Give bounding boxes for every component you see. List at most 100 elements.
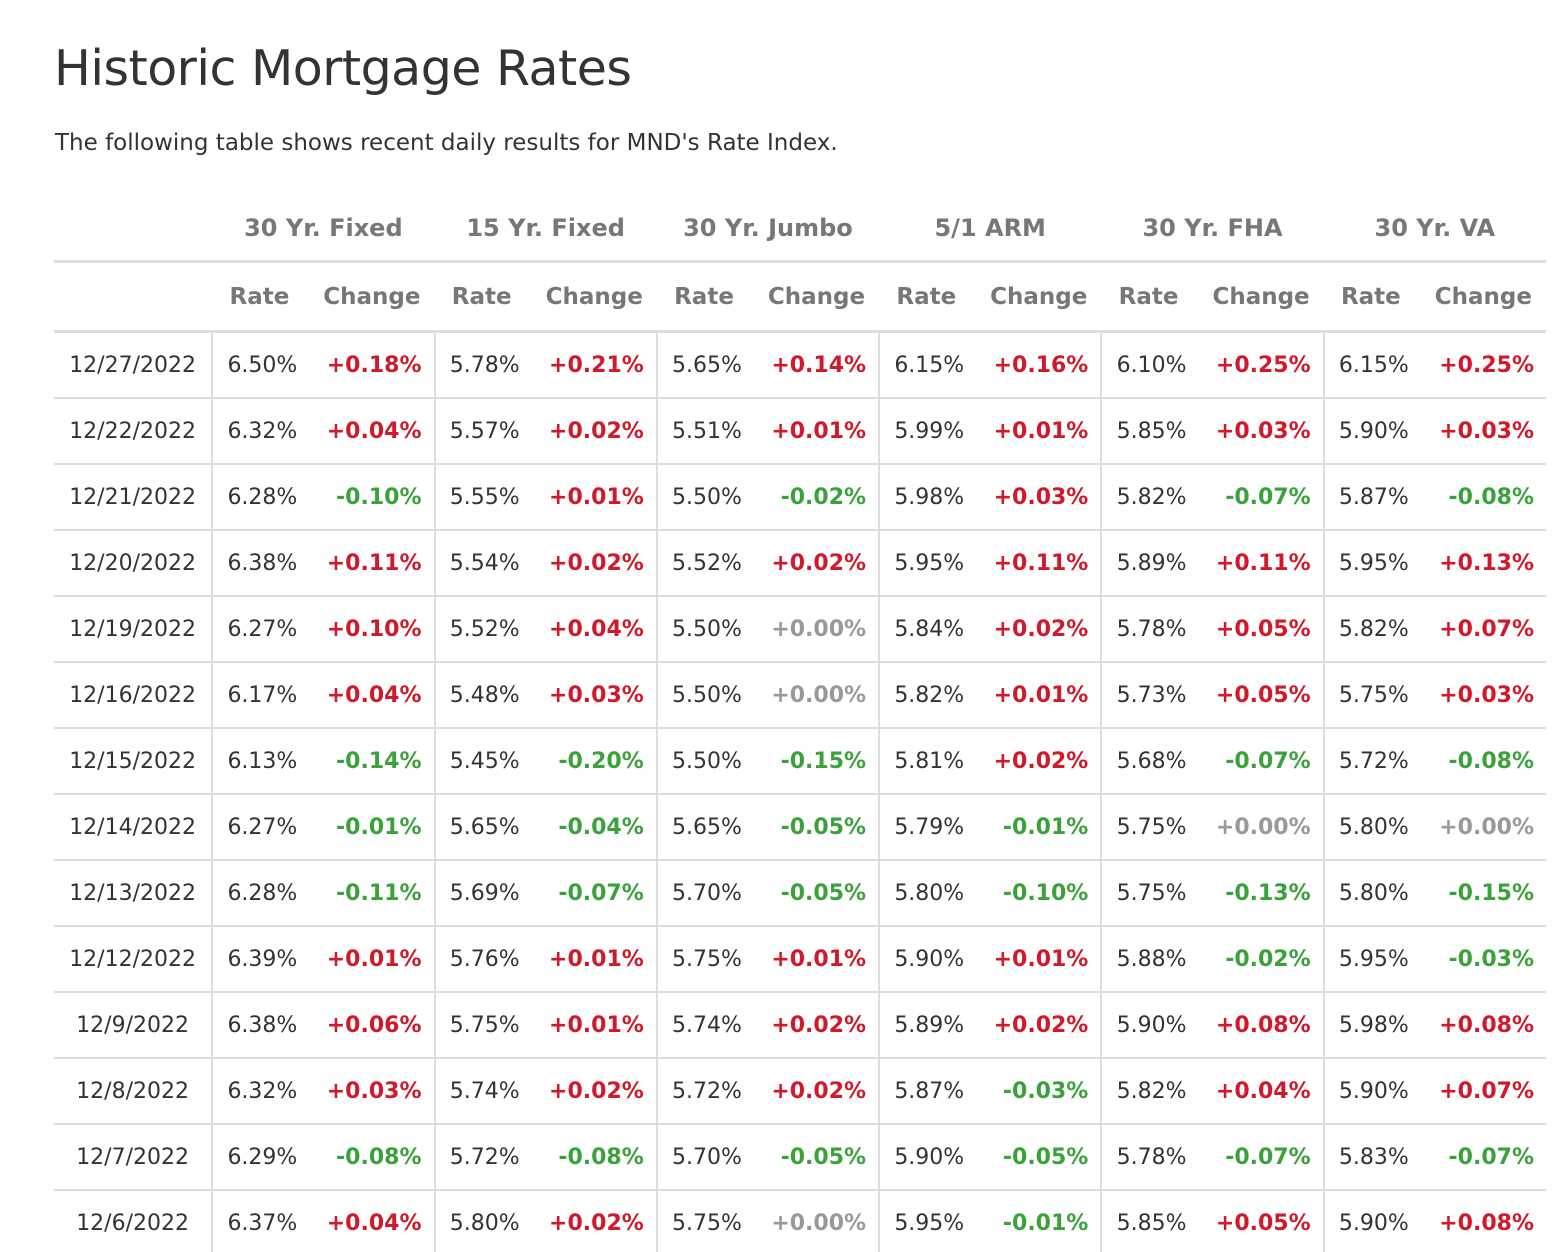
- change-cell: +0.03%: [1420, 398, 1546, 465]
- change-header: Change: [309, 261, 435, 333]
- rate-cell: 6.10%: [1100, 331, 1199, 399]
- rate-cell: 5.83%: [1322, 1124, 1421, 1191]
- rate-cell: 5.65%: [433, 794, 532, 861]
- group-header-row: 30 Yr. Fixed 15 Yr. Fixed 30 Yr. Jumbo 5…: [54, 196, 1546, 263]
- rate-header: Rate: [1101, 261, 1199, 333]
- change-cell: +0.25%: [1420, 331, 1546, 399]
- rate-cell: 5.70%: [655, 860, 754, 927]
- rate-header: Rate: [879, 261, 977, 333]
- rate-cell: 5.89%: [878, 992, 977, 1059]
- change-cell: +0.01%: [976, 926, 1102, 993]
- rate-cell: 6.17%: [211, 662, 310, 729]
- change-cell: -0.07%: [1198, 728, 1324, 795]
- change-cell: -0.15%: [753, 728, 880, 795]
- rate-cell: 5.90%: [1100, 992, 1199, 1059]
- rate-cell: 5.52%: [433, 596, 532, 663]
- date-subheader-blank: [54, 261, 213, 333]
- rate-cell: 6.38%: [211, 530, 310, 597]
- rate-cell: 5.99%: [878, 398, 977, 465]
- change-cell: +0.08%: [1420, 1190, 1546, 1252]
- change-cell: +0.04%: [309, 1190, 435, 1252]
- rate-cell: 5.90%: [1322, 1190, 1421, 1252]
- date-cell: 12/9/2022: [54, 992, 213, 1059]
- change-cell: -0.07%: [531, 860, 657, 927]
- rate-cell: 6.32%: [211, 1058, 310, 1125]
- rate-cell: 6.32%: [211, 398, 310, 465]
- rate-cell: 5.55%: [433, 464, 532, 531]
- table-row: 12/13/2022 6.28% -0.11% 5.69% -0.07% 5.70% -0.…: [54, 860, 1546, 927]
- change-cell: -0.20%: [531, 728, 657, 795]
- rate-cell: 5.95%: [878, 1190, 977, 1252]
- table-row: 12/8/2022 6.32% +0.03% 5.74% +0.02% 5.72% +0.0…: [54, 1058, 1546, 1125]
- change-cell: -0.08%: [309, 1124, 435, 1191]
- change-cell: +0.05%: [1198, 596, 1324, 663]
- rate-cell: 5.50%: [655, 728, 754, 795]
- group-header-30yr-va: 30 Yr. VA: [1323, 196, 1546, 263]
- rate-cell: 5.90%: [1322, 398, 1421, 465]
- rate-cell: 5.78%: [1100, 1124, 1199, 1191]
- rate-cell: 5.50%: [655, 596, 754, 663]
- rate-cell: 5.75%: [433, 992, 532, 1059]
- rate-cell: 5.98%: [878, 464, 977, 531]
- group-header-30yr-jumbo: 30 Yr. Jumbo: [656, 196, 880, 263]
- rate-cell: 5.51%: [655, 398, 754, 465]
- rate-cell: 5.82%: [1100, 1058, 1199, 1125]
- rate-header: Rate: [656, 261, 754, 333]
- change-cell: +0.05%: [1198, 662, 1324, 729]
- rate-cell: 5.72%: [1322, 728, 1421, 795]
- change-cell: +0.03%: [976, 464, 1102, 531]
- rate-cell: 6.37%: [211, 1190, 310, 1252]
- change-cell: +0.04%: [309, 662, 435, 729]
- table-row: 12/9/2022 6.38% +0.06% 5.75% +0.01% 5.74% +0.0…: [54, 992, 1546, 1059]
- rate-cell: 6.29%: [211, 1124, 310, 1191]
- change-cell: +0.02%: [531, 1190, 657, 1252]
- rate-header: Rate: [434, 261, 532, 333]
- group-header-30yr-fha: 30 Yr. FHA: [1101, 196, 1324, 263]
- change-cell: -0.10%: [309, 464, 435, 531]
- change-cell: +0.00%: [753, 596, 880, 663]
- date-cell: 12/12/2022: [54, 926, 213, 993]
- change-cell: +0.00%: [1198, 794, 1324, 861]
- table-row: 12/27/2022 6.50% +0.18% 5.78% +0.21% 5.65% +0.…: [54, 331, 1546, 399]
- rate-cell: 5.80%: [1322, 794, 1421, 861]
- rate-cell: 5.90%: [878, 1124, 977, 1191]
- change-cell: -0.07%: [1420, 1124, 1546, 1191]
- rate-cell: 5.80%: [878, 860, 977, 927]
- change-cell: +0.01%: [976, 662, 1102, 729]
- date-cell: 12/8/2022: [54, 1058, 213, 1125]
- date-cell: 12/19/2022: [54, 596, 213, 663]
- change-cell: +0.01%: [309, 926, 435, 993]
- rate-cell: 5.54%: [433, 530, 532, 597]
- rate-cell: 5.87%: [878, 1058, 977, 1125]
- change-header: Change: [1420, 261, 1546, 333]
- change-cell: +0.07%: [1420, 596, 1546, 663]
- change-cell: +0.10%: [309, 596, 435, 663]
- change-header: Change: [753, 261, 880, 333]
- rate-cell: 5.75%: [1100, 860, 1199, 927]
- date-cell: 12/22/2022: [54, 398, 213, 465]
- change-cell: +0.04%: [309, 398, 435, 465]
- change-cell: -0.07%: [1198, 1124, 1324, 1191]
- rate-cell: 6.15%: [878, 331, 977, 399]
- change-cell: +0.16%: [976, 331, 1102, 399]
- rate-cell: 6.13%: [211, 728, 310, 795]
- rate-cell: 5.68%: [1100, 728, 1199, 795]
- change-cell: -0.01%: [976, 794, 1102, 861]
- change-cell: +0.00%: [753, 662, 880, 729]
- rate-cell: 5.69%: [433, 860, 532, 927]
- rate-cell: 5.79%: [878, 794, 977, 861]
- change-cell: -0.08%: [1420, 464, 1546, 531]
- table-header: 30 Yr. Fixed 15 Yr. Fixed 30 Yr. Jumbo 5…: [54, 196, 1546, 333]
- change-cell: +0.21%: [531, 331, 657, 399]
- rate-cell: 5.82%: [878, 662, 977, 729]
- change-cell: +0.14%: [753, 331, 880, 399]
- change-cell: +0.02%: [531, 1058, 657, 1125]
- rate-cell: 5.85%: [1100, 1190, 1199, 1252]
- group-header-15yr-fixed: 15 Yr. Fixed: [434, 196, 657, 263]
- rate-cell: 5.75%: [1100, 794, 1199, 861]
- change-cell: -0.11%: [309, 860, 435, 927]
- date-cell: 12/16/2022: [54, 662, 213, 729]
- change-header: Change: [1198, 261, 1324, 333]
- rate-cell: 6.28%: [211, 860, 310, 927]
- rate-cell: 5.80%: [433, 1190, 532, 1252]
